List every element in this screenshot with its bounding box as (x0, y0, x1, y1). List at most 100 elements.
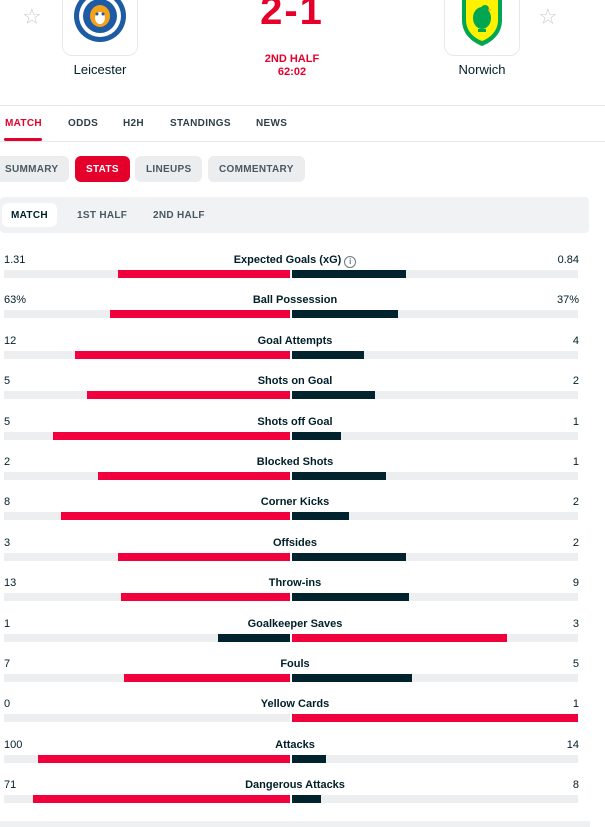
tab-match[interactable]: MATCH (5, 118, 42, 129)
away-team-name[interactable]: Norwich (458, 62, 506, 77)
subtab-stats[interactable]: STATS (75, 156, 130, 182)
tab-odds[interactable]: ODDS (68, 118, 99, 129)
tab-h2h[interactable]: H2H (123, 118, 144, 129)
stat-row: 1.31 Expected Goals (xG) i 0.84 (0, 250, 590, 290)
stat-name: Ball Possession (90, 294, 500, 306)
stat-away-bar (292, 754, 326, 763)
match-clock: 62:02 (277, 66, 307, 78)
match-header: ☆ Leicester 2-1 2ND HALF 62:02 Norwich ☆ (0, 0, 605, 106)
stat-home-track (4, 552, 290, 561)
stat-home-bar (98, 471, 290, 480)
stat-label: Goalkeeper Saves (247, 617, 343, 630)
away-team-logo[interactable] (444, 0, 520, 56)
stat-away-bar (292, 270, 406, 278)
stat-away-value: 2 (572, 375, 579, 388)
stat-away-value: 1 (572, 698, 579, 711)
stat-away-track (292, 593, 578, 602)
stat-away-track (292, 512, 578, 521)
stat-away-track (292, 431, 578, 440)
divider (0, 105, 605, 106)
stat-away-track (292, 391, 578, 400)
stat-home-value: 0 (4, 698, 11, 711)
home-team-name[interactable]: Leicester (73, 62, 127, 77)
stat-away-bar (292, 714, 578, 723)
stat-home-track (4, 633, 290, 642)
stat-label: Throw-ins (268, 577, 322, 590)
stat-away-value: 8 (572, 779, 579, 792)
period-1st-half[interactable]: 1ST HALF (77, 209, 128, 221)
stat-row: 7 Fouls 5 (0, 654, 590, 694)
stat-home-bar (38, 754, 290, 763)
stat-home-track (4, 350, 290, 359)
stat-name: Offsides (90, 537, 500, 549)
stat-name: Corner Kicks (90, 496, 500, 508)
stat-name: Dangerous Attacks (90, 779, 500, 791)
stat-away-track (292, 552, 578, 561)
stat-home-bar (53, 431, 290, 440)
stat-home-value: 5 (4, 415, 11, 428)
favorite-home-star-icon[interactable]: ☆ (22, 4, 42, 29)
stat-name: Shots on Goal (90, 375, 500, 387)
subtab-commentary[interactable]: COMMENTARY (208, 156, 305, 182)
stat-label: Ball Possession (252, 294, 338, 307)
norwich-city-crest-icon (462, 0, 502, 46)
stat-home-track (4, 391, 290, 400)
favorite-away-star-icon[interactable]: ☆ (538, 4, 558, 29)
stat-away-bar (292, 673, 412, 682)
stat-row: 100 Attacks 14 (0, 735, 590, 775)
stat-away-bar (292, 431, 341, 440)
stat-away-track (292, 754, 578, 763)
stat-row: 3 Offsides 2 (0, 533, 590, 573)
stat-away-bar (292, 633, 507, 642)
stat-row: 0 Yellow Cards 1 (0, 694, 590, 734)
stat-row: 5 Shots on Goal 2 (0, 371, 590, 411)
period-match[interactable]: MATCH (2, 203, 57, 227)
stat-label: Dangerous Attacks (245, 779, 345, 792)
period-selector: MATCH 1ST HALF 2ND HALF (0, 197, 589, 233)
stat-label: Offsides (272, 536, 317, 549)
match-status: 2ND HALF 62:02 (200, 53, 384, 79)
stat-away-value: 1 (572, 455, 579, 468)
stat-away-value: 37% (556, 294, 579, 307)
stat-home-value: 8 (4, 496, 11, 509)
stat-away-track (292, 471, 578, 480)
stat-away-track (292, 350, 578, 359)
stat-home-track (4, 270, 290, 278)
stat-home-track (4, 714, 290, 723)
stat-row: 13 Throw-ins 9 (0, 573, 590, 613)
stat-away-track (292, 673, 578, 682)
stat-home-track (4, 673, 290, 682)
stat-label: Yellow Cards (260, 698, 330, 711)
stat-name: Blocked Shots (90, 456, 500, 468)
stat-home-bar (75, 350, 290, 359)
stat-name: Fouls (90, 658, 500, 670)
stat-away-value: 0.84 (557, 254, 579, 266)
stat-home-value: 63% (4, 294, 27, 307)
stat-home-track (4, 431, 290, 440)
stat-home-bar (121, 593, 290, 602)
stat-row: 2 Blocked Shots 1 (0, 452, 590, 492)
stat-home-value: 12 (4, 334, 17, 347)
stat-home-value: 5 (4, 375, 11, 388)
subtab-summary[interactable]: SUMMARY (0, 156, 70, 182)
stat-away-track (292, 714, 578, 723)
stat-row: 71 Dangerous Attacks 8 (0, 775, 590, 815)
stat-home-value: 1.31 (4, 254, 26, 266)
stat-row: 5 Shots off Goal 1 (0, 412, 590, 452)
subtab-lineups[interactable]: LINEUPS (135, 156, 203, 182)
stat-row: 63% Ball Possession 37% (0, 290, 590, 330)
stat-away-track (292, 270, 578, 278)
tab-standings[interactable]: STANDINGS (170, 118, 231, 129)
stat-home-bar (124, 673, 290, 682)
match-score: 2-1 (260, 0, 324, 33)
info-icon[interactable]: i (344, 256, 357, 268)
period-2nd-half[interactable]: 2ND HALF (153, 209, 205, 221)
home-team-logo[interactable] (62, 0, 138, 56)
stat-row: 1 Goalkeeper Saves 3 (0, 614, 590, 654)
stat-away-track (292, 310, 578, 319)
stat-away-value: 4 (572, 334, 579, 347)
stat-home-track (4, 310, 290, 319)
stat-away-value: 2 (572, 496, 579, 509)
tab-news[interactable]: NEWS (256, 118, 288, 129)
stat-away-value: 1 (572, 415, 579, 428)
